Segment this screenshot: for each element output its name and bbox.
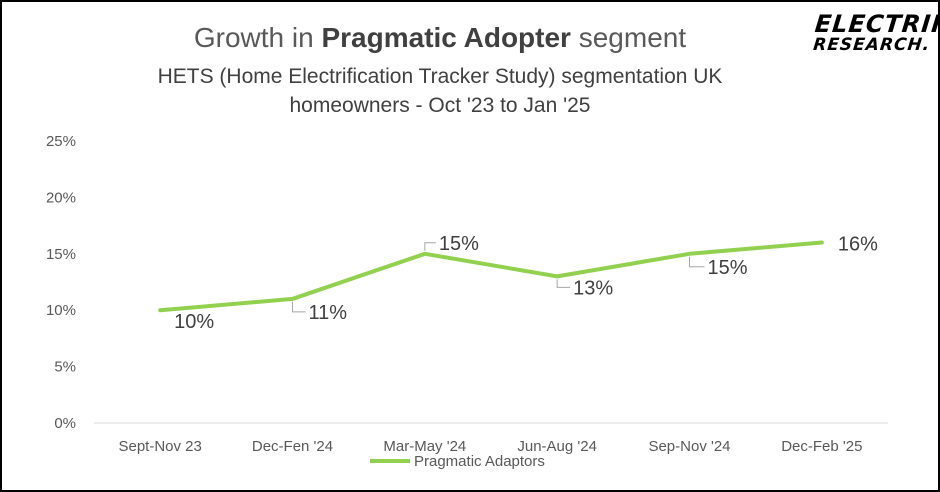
x-tick-label: Dec-Feb '25: [781, 438, 862, 455]
leader-line: [689, 256, 705, 268]
y-axis: 0% 5% 10% 15% 20% 25%: [46, 133, 76, 432]
subtitle-line-2: homeowners - Oct '23 to Jan '25: [289, 94, 591, 117]
x-tick-label: Sept-Nov 23: [118, 438, 201, 455]
data-labels: 10% 11% 15% 13% 15% 16%: [174, 233, 878, 333]
x-tick-label: Sep-Nov '24: [648, 438, 730, 455]
leader-line: [556, 279, 571, 288]
data-label: 15%: [439, 233, 479, 255]
x-tick-label: Dec-Fen '24: [252, 438, 333, 455]
series-line-pragmatic-adaptors: [158, 240, 824, 313]
y-tick-label: 0%: [54, 415, 76, 432]
y-tick-label: 15%: [46, 246, 76, 263]
x-tick-label: Mar-May '24: [383, 438, 466, 455]
title-bold: Pragmatic Adopter: [321, 22, 571, 53]
y-tick-label: 10%: [46, 302, 76, 319]
data-label: 16%: [838, 234, 878, 256]
data-label: 13%: [573, 277, 613, 299]
data-label: 15%: [708, 257, 748, 279]
data-label: 10%: [174, 311, 214, 333]
title-prefix: Growth in: [193, 22, 322, 53]
y-tick-label: 20%: [46, 189, 76, 206]
chart-subtitle: HETS (Home Electrification Tracker Study…: [2, 62, 878, 120]
y-tick-label: 5%: [54, 359, 76, 376]
x-axis-labels: Sept-Nov 23 Dec-Fen '24 Mar-May '24 Jun-Aug…: [118, 438, 862, 455]
leader-lines: [292, 242, 705, 313]
leader-line: [292, 301, 306, 313]
y-tick-label: 25%: [46, 133, 76, 150]
title-suffix: segment: [570, 22, 687, 53]
leader-line: [424, 242, 436, 251]
subtitle-line-1: HETS (Home Electrification Tracker Study…: [157, 65, 723, 88]
x-tick-label: Jun-Aug '24: [517, 438, 597, 455]
data-label: 11%: [309, 302, 348, 324]
chart-title: Growth in Pragmatic Adopter segment: [2, 22, 878, 54]
legend-label: Pragmatic Adaptors: [414, 453, 545, 470]
legend: Pragmatic Adaptors: [370, 453, 545, 470]
